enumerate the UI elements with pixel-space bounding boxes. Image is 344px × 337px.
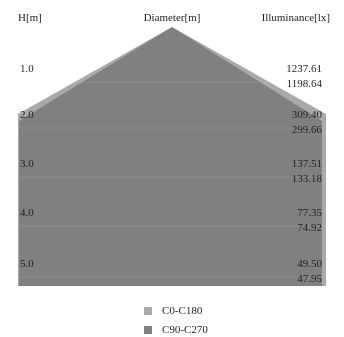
height-label: 1.0 [20, 63, 34, 75]
legend-swatch-c90-c270 [144, 326, 152, 334]
diameter-axis-header: Diameter[m] [143, 12, 201, 24]
legend-label-c90-c270: C90-C270 [162, 324, 208, 336]
height-axis-header: H[m] [18, 12, 42, 24]
legend-swatch-c0-c180 [144, 307, 152, 315]
height-label: 2.0 [20, 109, 34, 121]
height-label: 4.0 [20, 207, 34, 219]
height-label: 5.0 [20, 258, 34, 270]
height-label: 3.0 [20, 158, 34, 170]
legend-label-c0-c180: C0-C180 [162, 305, 203, 317]
legend-item-c90-c270: C90-C270 [144, 323, 208, 337]
illuminance-axis-header: Illuminance[lx] [261, 12, 330, 24]
cone-areas [18, 27, 326, 286]
illuminance-label-c0-c180: 49.50 [297, 258, 322, 270]
illuminance-label-c0-c180: 77.35 [297, 207, 322, 219]
value-labels: 1.0 2.0 3.0 4.0 5.0 1237.61 309.40 137.51 77.35 4… [20, 63, 323, 285]
illuminance-label-c90-c270: 1198.64 [287, 78, 323, 90]
illuminance-label-c90-c270: 133.18 [292, 173, 323, 185]
illuminance-label-c0-c180: 1237.61 [286, 63, 322, 75]
illuminance-label-c0-c180: 137.51 [292, 158, 322, 170]
illuminance-label-c90-c270: 47.95 [297, 273, 322, 285]
illuminance-label-c90-c270: 299.66 [292, 124, 323, 136]
cone-area-c90-c270 [19, 27, 322, 286]
illuminance-label-c90-c270: 74.92 [297, 222, 322, 234]
legend-item-c0-c180: C0-C180 [144, 304, 202, 318]
illuminance-label-c0-c180: 309.40 [292, 109, 323, 121]
